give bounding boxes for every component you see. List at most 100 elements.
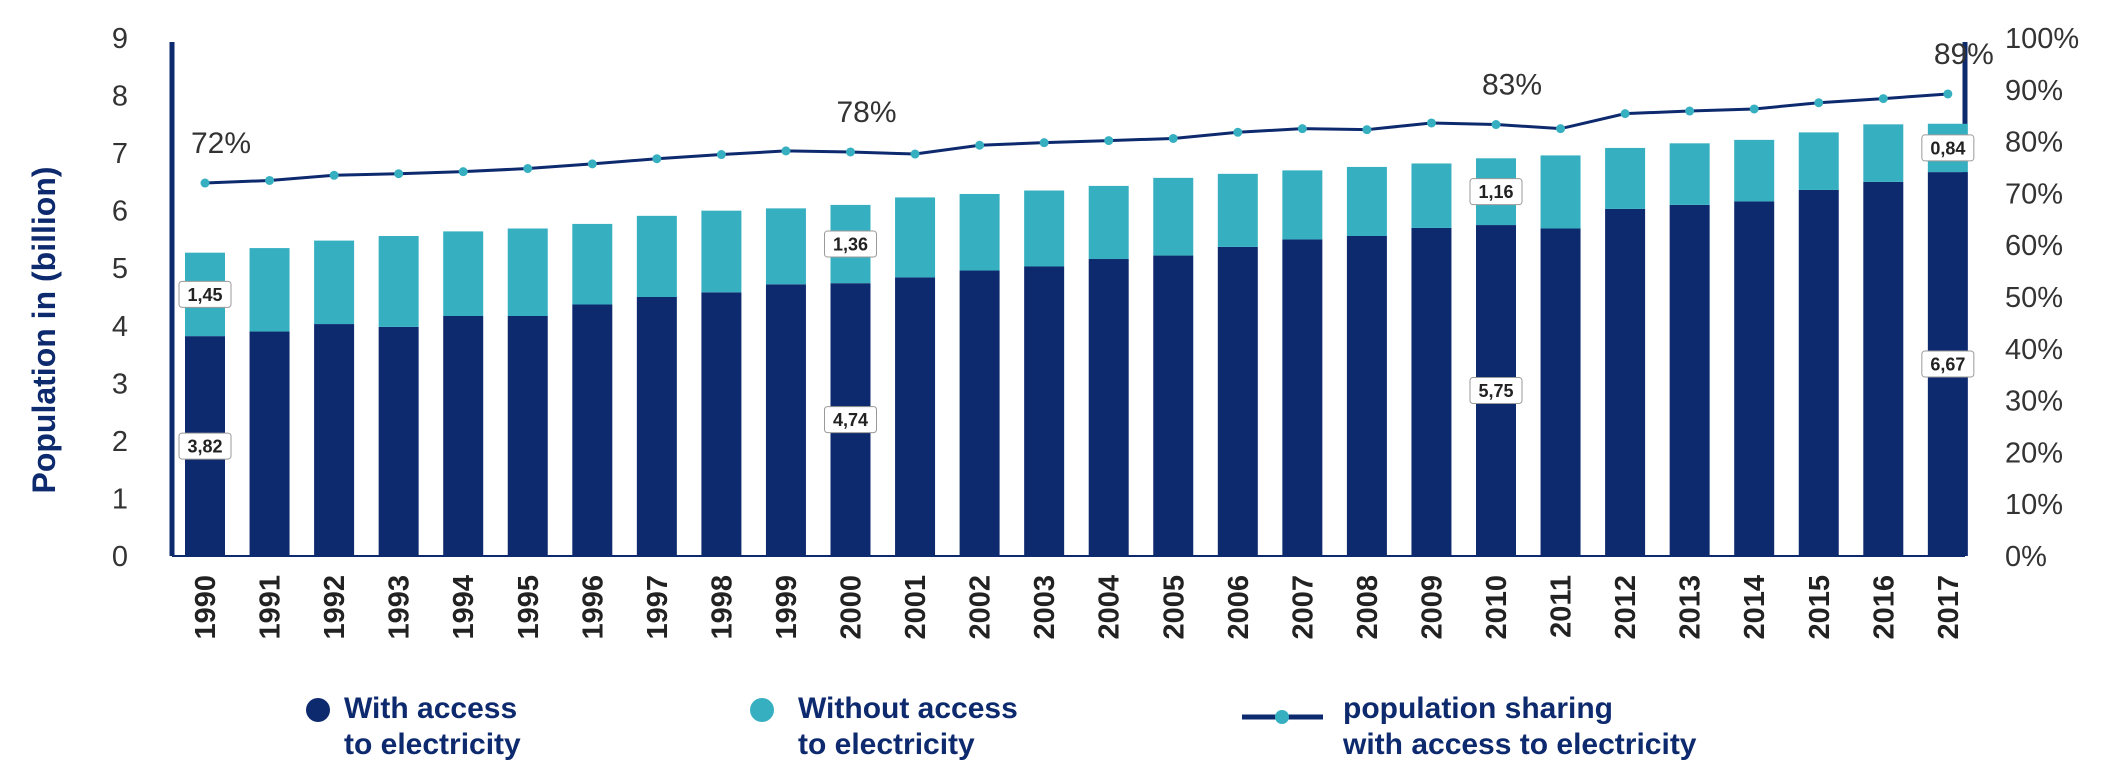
x-tick-label: 2009 (1416, 575, 1448, 640)
bar-without-access (1024, 190, 1065, 267)
data-label: 3,82 (178, 432, 232, 460)
bar-without-access (1346, 166, 1387, 236)
x-tick-label: 1991 (255, 575, 287, 640)
data-label: 5,75 (1469, 377, 1523, 405)
legend-with-access-label-1: With access (344, 692, 517, 725)
bar-without-access (1540, 155, 1581, 229)
x-tick-label: 2007 (1287, 575, 1319, 640)
share-line-point (652, 154, 662, 164)
data-label-text: 4,74 (833, 410, 868, 430)
bar-without-access (1153, 177, 1194, 256)
data-label-text: 5,75 (1478, 381, 1513, 401)
bar-with-access (1605, 208, 1646, 556)
x-tick-label: 2008 (1352, 575, 1384, 640)
data-label-box (178, 280, 232, 308)
share-line-point (1685, 106, 1695, 116)
bar-with-access (443, 315, 484, 556)
data-label-box (1921, 350, 1975, 378)
share-line-point (1814, 98, 1824, 108)
legend-item-without-access: Without access to electricity (750, 692, 1018, 761)
share-line-point (587, 159, 597, 169)
bar-without-access (1282, 170, 1323, 240)
bar-with-access (895, 277, 936, 556)
bar-without-access (765, 208, 806, 285)
x-tick-label: 2010 (1481, 575, 1513, 640)
x-tick-label: 1995 (513, 575, 545, 640)
bar-with-access (1734, 201, 1775, 557)
share-annotation: 89% (1934, 38, 1994, 71)
share-line-point (1168, 133, 1178, 143)
share-line-point (1104, 136, 1114, 146)
y-tick-label: 8 (112, 81, 128, 113)
x-tick-label: 1999 (771, 575, 803, 640)
x-tick-label: 1990 (190, 575, 222, 640)
data-label: 6,67 (1921, 350, 1975, 378)
x-tick-label: 2012 (1610, 575, 1642, 640)
x-tick-label: 2014 (1739, 575, 1771, 640)
share-line-point (1620, 109, 1630, 119)
bar-with-access (1863, 181, 1904, 556)
share-annotation: 78% (836, 96, 896, 129)
x-tick-label: 1996 (577, 575, 609, 640)
share-line-point (1362, 125, 1372, 135)
y-tick-label: 3 (112, 368, 128, 400)
y-tick-label: 2 (112, 426, 128, 458)
data-label-text: 1,45 (187, 285, 222, 305)
x-tick-label: 2005 (1158, 575, 1190, 640)
bar-with-access (701, 292, 742, 556)
share-line-point (329, 170, 339, 180)
bar-without-access (1669, 143, 1710, 205)
bar-without-access (1217, 173, 1258, 247)
share-annotation: 72% (191, 127, 251, 160)
legend-share-label-2: with access to electricity (1342, 728, 1697, 761)
legend-item-with-access: With access to electricity (306, 692, 521, 761)
share-line-point (1556, 124, 1566, 134)
labels-layer: 72% 78% 83% 89% 3,82 1,45 4,74 1,36 5,75 1,16 6,67… (178, 38, 1994, 460)
x-tick-label: 2002 (965, 575, 997, 640)
y2-tick-label: 0% (2005, 541, 2047, 573)
y-tick-label: 5 (112, 253, 128, 285)
bar-without-access (572, 223, 613, 305)
y-tick-label: 9 (112, 23, 128, 55)
data-label: 1,36 (824, 230, 877, 258)
bar-with-access (572, 304, 613, 556)
y2-tick-label: 70% (2005, 178, 2063, 210)
data-label-box (824, 406, 877, 434)
data-label: 0,84 (1921, 134, 1975, 162)
bar-without-access (378, 235, 419, 327)
share-line-point (1233, 127, 1243, 137)
bar-without-access (701, 210, 742, 293)
data-label-text: 6,67 (1930, 355, 1965, 375)
bar-with-access (507, 315, 548, 556)
y2-tick-label: 30% (2005, 386, 2063, 418)
bars-layer (185, 123, 1968, 557)
y2-tick-label: 50% (2005, 282, 2063, 314)
bar-without-access (249, 248, 290, 332)
share-annotation: 83% (1482, 69, 1542, 102)
y-tick-label: 1 (112, 483, 128, 515)
x-tick-label: 2003 (1029, 575, 1061, 640)
bar-without-access (959, 193, 1000, 271)
bar-with-access (1088, 259, 1129, 556)
share-line-point (846, 147, 855, 157)
x-tick-label: 2015 (1804, 575, 1836, 640)
data-label-text: 3,82 (187, 437, 222, 457)
x-tick-label: 1992 (319, 575, 351, 640)
x-tick-label: 2017 (1933, 575, 1965, 640)
data-label-box (178, 432, 232, 460)
share-line-point (265, 175, 275, 185)
bar-with-access (636, 297, 677, 556)
y2-tick-label: 100% (2005, 23, 2079, 55)
share-line-point (975, 140, 985, 150)
x-tick-label: 1998 (706, 575, 738, 640)
legend: With access to electricity Without acces… (306, 692, 1697, 761)
share-line-point (1943, 89, 1953, 99)
bar-without-access (636, 215, 677, 297)
y2-tick-label: 10% (2005, 489, 2063, 521)
legend-share-marker (1275, 710, 1289, 724)
x-tick-label: 2011 (1546, 575, 1578, 638)
legend-without-access-label-1: Without access (798, 692, 1018, 725)
bar-without-access (1088, 185, 1129, 260)
x-tick-label: 2016 (1868, 575, 1900, 640)
